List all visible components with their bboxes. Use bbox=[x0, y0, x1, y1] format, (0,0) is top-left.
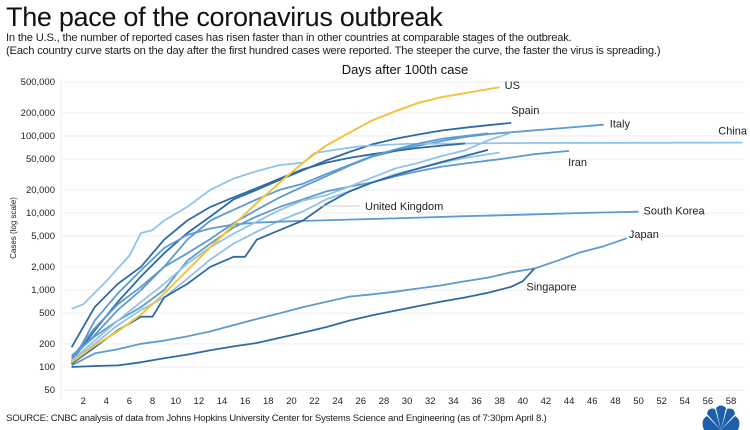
y-tick-label: 500,000 bbox=[21, 77, 55, 88]
x-tick-label: 8 bbox=[150, 396, 155, 407]
source-note: SOURCE: CNBC analysis of data from Johns… bbox=[6, 413, 547, 424]
x-tick-label: 40 bbox=[518, 396, 529, 407]
x-tick-label: 48 bbox=[610, 396, 621, 407]
series-label-south-korea: South Korea bbox=[644, 206, 706, 218]
y-tick-label: 200,000 bbox=[21, 108, 55, 119]
series-line-iran bbox=[71, 150, 570, 357]
x-tick-label: 20 bbox=[286, 396, 297, 407]
x-tick-label: 6 bbox=[127, 396, 132, 407]
series-label-iran: Iran bbox=[568, 157, 587, 169]
y-tick-label: 10,000 bbox=[26, 208, 55, 219]
series-line-singapore bbox=[71, 267, 536, 368]
x-tick-label: 24 bbox=[332, 396, 343, 407]
series-label-china: China bbox=[718, 126, 748, 138]
x-tick-label: 42 bbox=[541, 396, 552, 407]
x-tick-label: 32 bbox=[425, 396, 436, 407]
x-tick-label: 58 bbox=[726, 396, 737, 407]
y-tick-label: 500 bbox=[39, 308, 55, 319]
x-tick-label: 4 bbox=[104, 396, 109, 407]
y-tick-label: 1,000 bbox=[31, 285, 55, 296]
series-label-us: US bbox=[505, 80, 520, 92]
y-axis-label: Cases (log scale) bbox=[9, 197, 18, 259]
x-tick-label: 34 bbox=[448, 396, 459, 407]
series-label-spain: Spain bbox=[511, 105, 539, 117]
series-line-unlabeled bbox=[71, 131, 512, 362]
chart-title: Days after 100th case bbox=[342, 62, 468, 77]
x-tick-label: 10 bbox=[170, 396, 181, 407]
y-tick-label: 100 bbox=[39, 362, 55, 373]
y-tick-label: 50,000 bbox=[26, 154, 55, 165]
x-tick-label: 26 bbox=[356, 396, 367, 407]
x-tick-label: 12 bbox=[194, 396, 205, 407]
subtitle-note: (Each country curve starts on the day af… bbox=[6, 45, 661, 57]
x-tick-label: 46 bbox=[587, 396, 598, 407]
series-label-italy: Italy bbox=[610, 119, 631, 131]
y-tick-label: 2,000 bbox=[31, 262, 55, 273]
series-line-us bbox=[71, 86, 500, 364]
subtitle: In the U.S., the number of reported case… bbox=[6, 32, 572, 44]
x-tick-label: 2 bbox=[80, 396, 85, 407]
y-tick-label: 200 bbox=[39, 339, 55, 350]
x-tick-label: 22 bbox=[309, 396, 320, 407]
x-tick-label: 52 bbox=[656, 396, 667, 407]
nbc-peacock-logo bbox=[702, 405, 740, 430]
x-tick-label: 14 bbox=[217, 396, 228, 407]
series-label-united-kingdom: United Kingdom bbox=[365, 201, 443, 213]
series-label-singapore: Singapore bbox=[526, 282, 576, 294]
series-line-unlabeled bbox=[70, 142, 465, 348]
x-tick-label: 50 bbox=[633, 396, 644, 407]
series-line-united-kingdom bbox=[71, 151, 500, 364]
x-tick-label: 56 bbox=[703, 396, 714, 407]
y-tick-label: 100,000 bbox=[21, 131, 55, 142]
x-tick-label: 38 bbox=[494, 396, 505, 407]
page-title: The pace of the coronavirus outbreak bbox=[6, 2, 443, 32]
x-tick-label: 30 bbox=[402, 396, 413, 407]
y-tick-label: 20,000 bbox=[26, 185, 55, 196]
series-line-unlabeled bbox=[71, 149, 489, 365]
series-line-china bbox=[71, 141, 743, 310]
x-tick-label: 44 bbox=[564, 396, 575, 407]
x-tick-label: 18 bbox=[263, 396, 274, 407]
x-tick-label: 16 bbox=[240, 396, 251, 407]
series-line-spain bbox=[70, 122, 512, 362]
x-tick-label: 54 bbox=[679, 396, 690, 407]
x-tick-label: 36 bbox=[471, 396, 482, 407]
y-tick-label: 50 bbox=[44, 385, 55, 396]
x-tick-label: 28 bbox=[379, 396, 390, 407]
y-tick-label: 5,000 bbox=[31, 231, 55, 242]
series-label-japan: Japan bbox=[629, 229, 659, 241]
series-line-unlabeled bbox=[70, 132, 489, 359]
